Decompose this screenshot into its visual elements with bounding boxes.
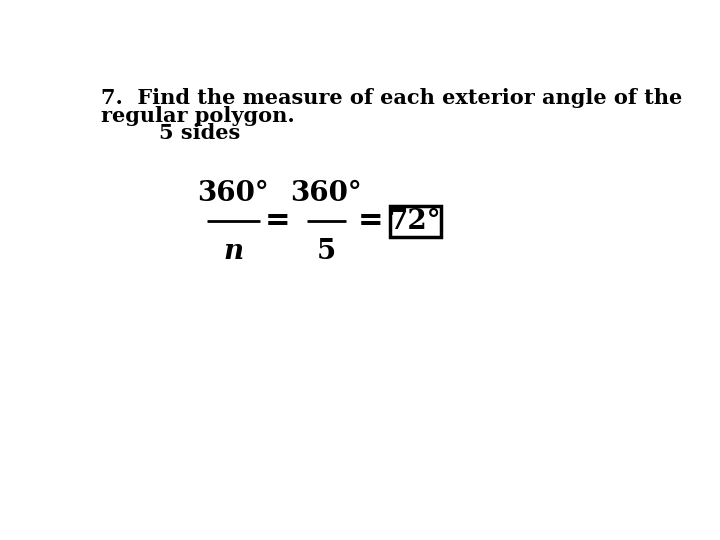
FancyBboxPatch shape [390, 206, 441, 237]
Text: 72°: 72° [390, 207, 442, 234]
Text: =: = [358, 206, 383, 237]
Text: 5 sides: 5 sides [101, 123, 240, 143]
Text: 360°: 360° [197, 180, 269, 207]
Text: 7.  Find the measure of each exterior angle of the: 7. Find the measure of each exterior ang… [101, 88, 682, 108]
Text: =: = [265, 206, 290, 237]
Text: 5: 5 [317, 238, 336, 265]
Text: n: n [223, 238, 243, 265]
Text: regular polygon.: regular polygon. [101, 106, 294, 126]
Text: 360°: 360° [290, 180, 362, 207]
